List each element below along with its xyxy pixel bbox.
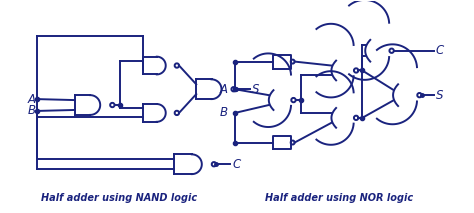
- Text: S: S: [252, 83, 259, 96]
- Text: C: C: [232, 158, 240, 171]
- Text: S: S: [436, 89, 443, 102]
- Text: A: A: [27, 93, 35, 106]
- Text: Half adder using NOR logic: Half adder using NOR logic: [265, 193, 413, 203]
- Text: A: A: [220, 83, 228, 96]
- Text: Half adder using NAND logic: Half adder using NAND logic: [41, 193, 197, 203]
- Text: C: C: [436, 44, 444, 57]
- Text: B: B: [220, 106, 228, 119]
- Text: B: B: [27, 104, 35, 117]
